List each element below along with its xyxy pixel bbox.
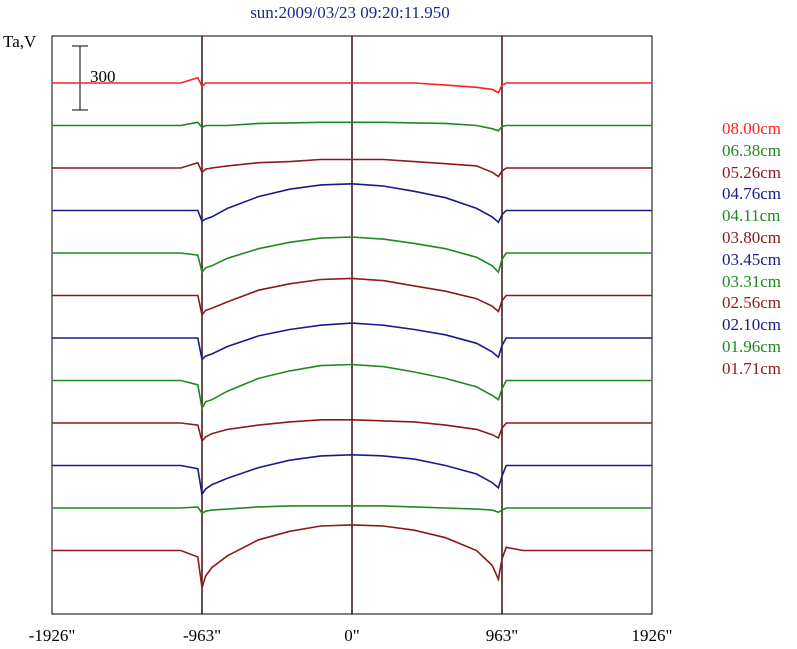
legend-entry: 03.80cm (722, 227, 782, 247)
series-line-01.96cm (52, 505, 652, 515)
series-line-08.00cm (52, 76, 652, 94)
series-line-06.38cm (52, 121, 652, 132)
legend-entry: 04.76cm (722, 184, 782, 204)
legend-entry: 02.56cm (722, 293, 782, 313)
series-line-02.56cm (52, 418, 652, 443)
series-line-04.76cm (52, 182, 652, 224)
scale-bar-label: 300 (90, 67, 116, 86)
legend-entry: 01.96cm (722, 336, 782, 356)
chart-title: sun:2009/03/23 09:20:11.950 (250, 3, 450, 22)
vertical-reference-lines (201, 36, 503, 614)
legend-entry: 04.11cm (722, 206, 781, 226)
x-tick-label: 963" (485, 626, 519, 645)
legend-entry: 02.10cm (722, 315, 782, 335)
legend-entry: 06.38cm (722, 140, 782, 160)
legend: 08.00cm 06.38cm 05.26cm 04.76cm 04.11cm 03.80… (722, 118, 781, 380)
legend-entry: 03.45cm (722, 249, 782, 269)
legend-entry: 03.31cm (722, 271, 782, 291)
x-tick-label: -1926" (28, 626, 76, 645)
scale-bar (72, 45, 88, 111)
series-line-01.71cm (52, 524, 652, 589)
series-line-03.80cm (52, 277, 652, 317)
legend-entry: 01.71cm (722, 358, 782, 378)
x-tick-label: -963" (182, 626, 222, 645)
legend-entry: 08.00cm (722, 119, 782, 138)
legend-entry: 05.26cm (722, 162, 782, 182)
series-line-05.26cm (52, 158, 652, 178)
series-line-03.31cm (52, 363, 652, 411)
series-line-04.11cm (52, 236, 652, 274)
series-line-02.10cm (52, 453, 652, 497)
x-tick-label: 1926" (631, 626, 673, 645)
y-axis-label: Ta,V (3, 32, 37, 51)
x-tick-label: 0" (344, 626, 360, 645)
series-lines (52, 76, 652, 589)
series-line-03.45cm (52, 322, 652, 361)
